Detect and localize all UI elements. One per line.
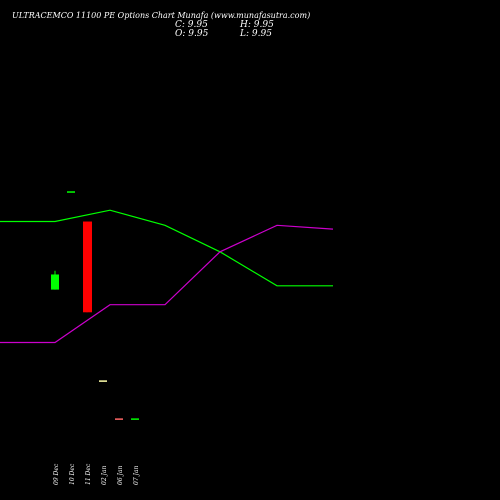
- high-readout: H: 9.95: [240, 20, 274, 30]
- low-readout: L: 9.95: [240, 29, 272, 39]
- series-line-1: [0, 209, 333, 287]
- moving-average-lines: [0, 209, 334, 344]
- candle: [131, 418, 139, 420]
- close-readout: C: 9.95: [175, 20, 208, 30]
- candles: [51, 191, 139, 420]
- date-label: 11 Dec: [85, 463, 92, 485]
- date-label: 10 Dec: [69, 463, 76, 485]
- open-readout: O: 9.95: [175, 29, 209, 39]
- date-label: 09 Dec: [53, 463, 60, 485]
- date-labels: 09 Dec 10 Dec 11 Dec 02 Jan 06 Jan 07 Jan: [53, 463, 140, 485]
- candle: [67, 191, 75, 193]
- candle: [99, 380, 107, 382]
- date-label: 02 Jan: [101, 465, 108, 485]
- date-label: 07 Jan: [133, 465, 140, 485]
- candle: [115, 418, 123, 420]
- candle: [83, 221, 92, 313]
- chart-title: ULTRACEMCO 11100 PE Options Chart Munafa…: [12, 11, 311, 20]
- date-label: 06 Jan: [117, 465, 124, 485]
- series-line-2: [0, 224, 334, 344]
- candle: [51, 274, 59, 290]
